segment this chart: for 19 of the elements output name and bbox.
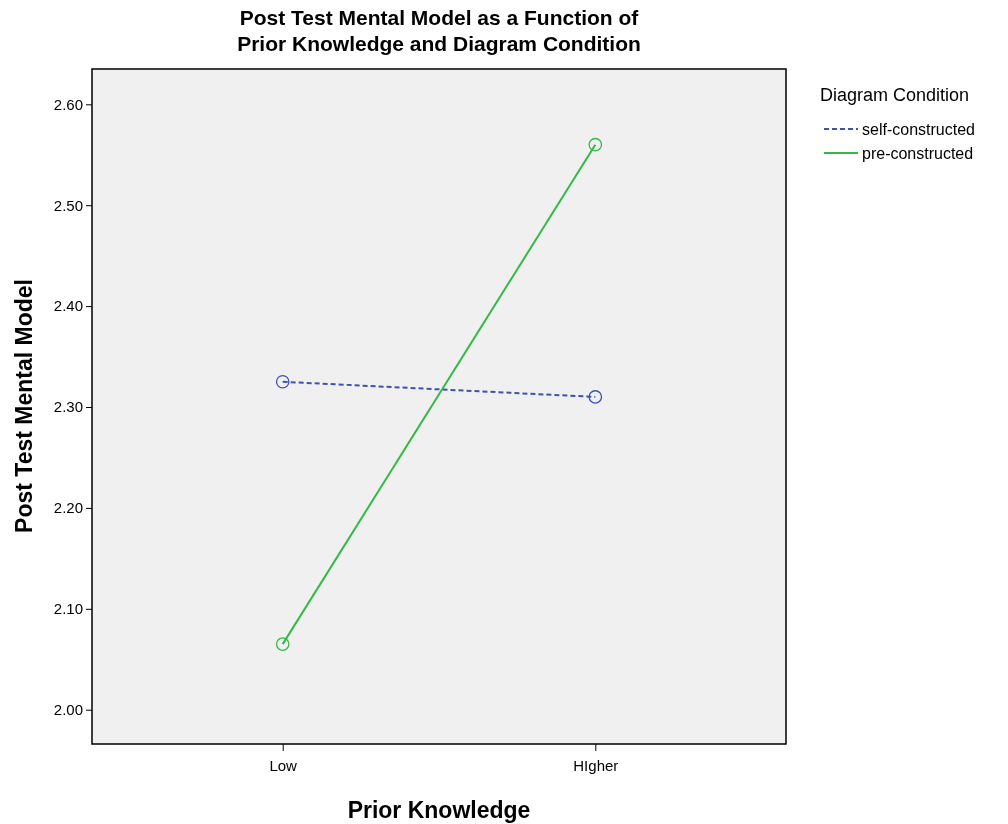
point xyxy=(275,374,290,389)
y-tick-label: 2.50 xyxy=(53,196,83,214)
y-tick-label: 2.30 xyxy=(53,398,83,416)
point xyxy=(588,390,603,404)
y-tick-label: 2.10 xyxy=(53,600,83,618)
point xyxy=(588,137,603,152)
legend-label: self-constructed xyxy=(862,121,975,138)
y-tick-label: 2.20 xyxy=(53,499,83,517)
y-tick-label: 2.60 xyxy=(53,95,83,113)
y-tick-label: 2.00 xyxy=(53,701,83,718)
y-tick-label: 2.40 xyxy=(53,297,83,315)
legend-title: Diagram Condition xyxy=(820,85,970,105)
x-tick-label: Low xyxy=(269,756,298,774)
legend-label: pre-constructed xyxy=(862,145,974,162)
y-axis-title: Post Test Mental Model xyxy=(11,279,37,533)
x-axis-title: Prior Knowledge xyxy=(347,797,531,823)
x-tick-label: HIgher xyxy=(573,756,619,774)
chart-title: Post Test Mental Model as a Function of Prior Knowledge and Diagram Condition xyxy=(237,6,641,55)
point xyxy=(275,637,290,651)
